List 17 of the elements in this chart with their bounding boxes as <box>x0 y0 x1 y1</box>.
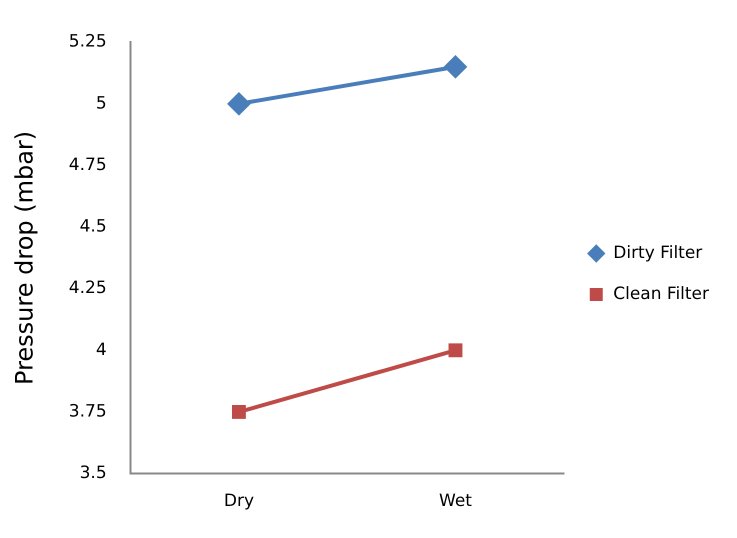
y-tick-label: 3.5 <box>80 463 107 484</box>
point <box>232 405 246 419</box>
y-tick-label: 3.75 <box>68 401 107 422</box>
legend-label: Dirty Filter <box>613 242 702 263</box>
point <box>448 343 462 358</box>
x-tick-label: Dry <box>224 491 254 512</box>
y-tick-label: 4.75 <box>68 154 107 175</box>
y-tick-label: 4.25 <box>68 278 107 298</box>
y-tick-label: 5.25 <box>68 32 107 52</box>
legend-label: Clean Filter <box>613 284 710 304</box>
x-tick-label: Wet <box>439 491 472 512</box>
y-tick-label: 4 <box>96 340 107 360</box>
y-axis-title: Pressure drop (mbar) <box>10 130 39 385</box>
y-tick-label: 5 <box>96 93 107 114</box>
y-tick-label: 4.5 <box>80 216 107 237</box>
point <box>228 92 250 115</box>
point <box>444 56 466 78</box>
